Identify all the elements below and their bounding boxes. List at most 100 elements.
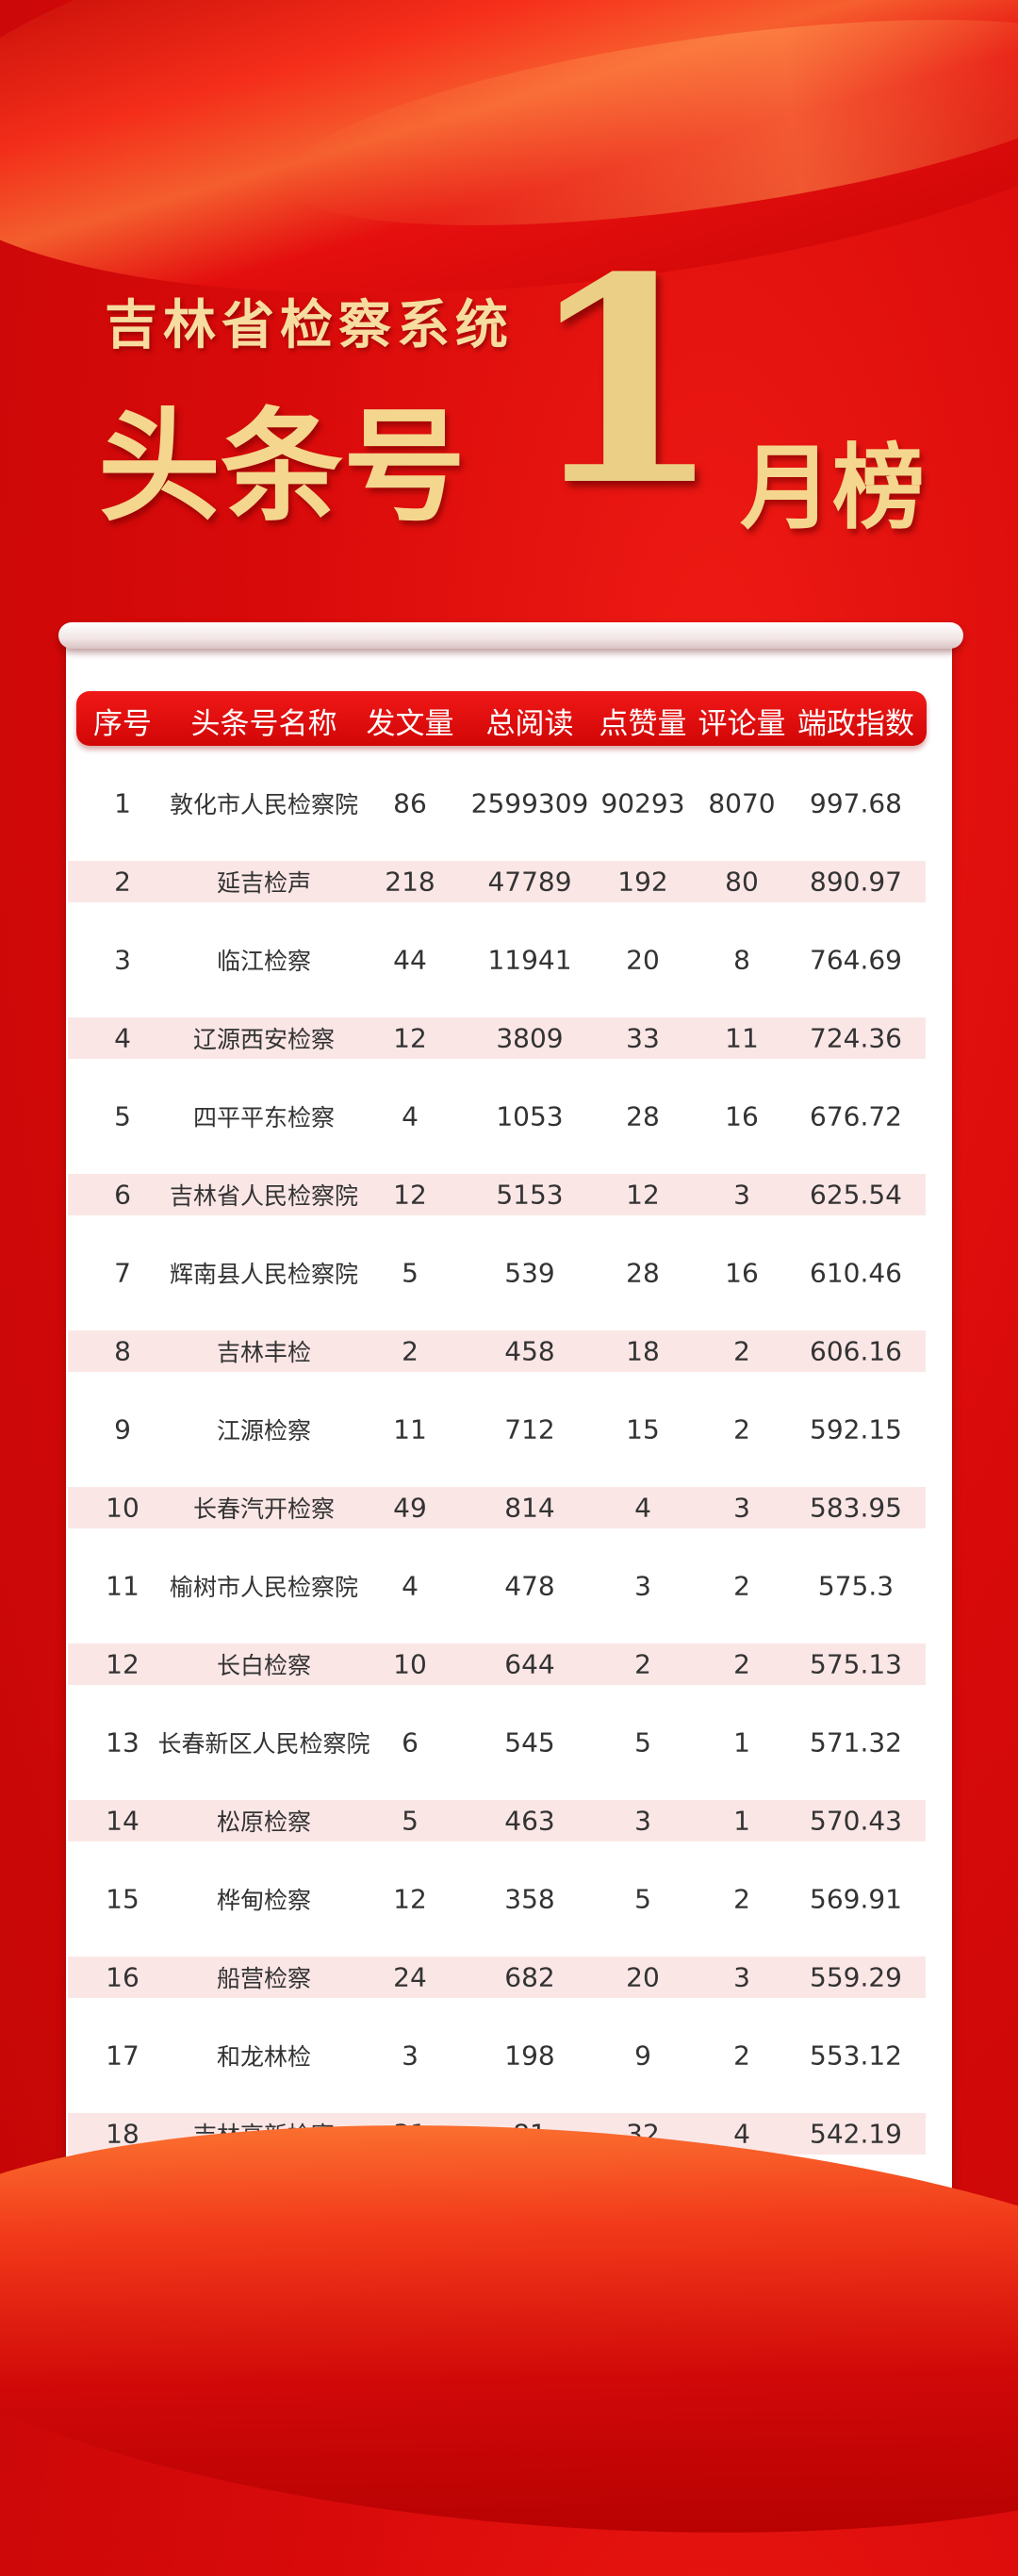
cell-post-count: 218 [385,866,435,898]
cell-likes: 28 [626,1100,660,1132]
cell-account-name: 吉林丰检 [216,1339,312,1366]
cell-post-count: 49 [393,1492,427,1524]
cell-likes: 20 [626,944,660,976]
table-row: 16 船营检察 24 682 20 3 559.29 [68,1957,926,1998]
cell-rank: 9 [114,1413,131,1445]
cell-rank: 8 [114,1335,131,1367]
cell-post-count: 24 [393,1961,427,1993]
cell-likes: 28 [626,1257,660,1289]
cell-index-score: 625.54 [810,1179,902,1211]
cell-comments: 3 [733,1492,750,1524]
cell-comments: 8070 [708,787,776,819]
header-likes: 点赞量 [599,707,687,741]
cell-post-count: 12 [393,1179,427,1211]
cell-comments: 11 [725,1022,759,1054]
cell-rank: 15 [106,1883,140,1915]
cell-likes: 12 [626,1179,660,1211]
cell-rank: 10 [106,1492,140,1524]
cell-rank: 14 [106,1805,140,1837]
cell-rank: 4 [114,1022,131,1054]
cell-comments: 1 [733,1805,750,1837]
cell-total-reads: 814 [504,1492,555,1524]
table-row: 10 长春汽开检察 49 814 4 3 583.95 [68,1487,926,1528]
cell-account-name: 敦化市人民检察院 [169,791,359,818]
header-total-reads: 总阅读 [485,707,574,741]
table-row: 2 延吉检声 218 47789 192 80 890.97 [68,861,926,902]
cell-account-name: 长春新区人民检察院 [157,1730,370,1758]
cell-account-name: 临江检察 [216,948,312,975]
cell-index-score: 606.16 [810,1335,902,1367]
cell-post-count: 12 [393,1883,427,1915]
table-row: 4 辽源西安检察 12 3809 33 11 724.36 [68,1017,926,1059]
cell-index-score: 569.91 [810,1883,902,1915]
cell-index-score: 997.68 [810,787,902,819]
cell-likes: 3 [634,1570,651,1602]
cell-total-reads: 3809 [496,1022,564,1054]
cell-likes: 5 [634,1883,651,1915]
cell-total-reads: 358 [504,1883,555,1915]
cell-comments: 2 [733,2039,750,2072]
cell-account-name: 辉南县人民检察院 [169,1261,359,1288]
cell-total-reads: 5153 [496,1179,564,1211]
cell-likes: 192 [617,866,668,898]
header-rank: 序号 [93,707,152,741]
cell-likes: 18 [626,1335,660,1367]
cell-likes: 3 [634,1805,651,1837]
cell-comments: 3 [733,1961,750,1993]
scroll-rod [58,622,963,649]
cell-account-name: 桦甸检察 [216,1887,312,1914]
cell-account-name: 辽源西安检察 [192,1026,336,1053]
cell-likes: 5 [634,1726,651,1759]
cell-total-reads: 198 [504,2039,555,2072]
cell-comments: 4 [733,2118,750,2150]
cell-post-count: 6 [402,1726,419,1759]
header-index-score: 端政指数 [797,707,914,741]
header-comments: 评论量 [698,707,786,741]
cell-likes: 4 [634,1492,651,1524]
table-row: 12 长白检察 10 644 2 2 575.13 [68,1643,926,1685]
table-row: 3 临江检察 44 11941 20 8 764.69 [68,902,926,1017]
cell-rank: 11 [106,1570,140,1602]
cell-post-count: 44 [393,944,427,976]
cell-comments: 1 [733,1726,750,1759]
cell-index-score: 553.12 [810,2039,902,2072]
table-row: 8 吉林丰检 2 458 18 2 606.16 [68,1330,926,1372]
cell-index-score: 764.69 [810,944,902,976]
cell-total-reads: 682 [504,1961,555,1993]
cell-index-score: 890.97 [810,866,902,898]
cell-total-reads: 545 [504,1726,555,1759]
cell-index-score: 592.15 [810,1413,902,1445]
cell-likes: 15 [626,1413,660,1445]
cell-total-reads: 712 [504,1413,555,1445]
table-header: 序号 头条号名称 发文量 总阅读 点赞量 评论量 端政指数 [76,691,927,746]
cell-post-count: 2 [402,1335,419,1367]
cell-post-count: 5 [402,1257,419,1289]
cell-index-score: 575.13 [810,1648,902,1680]
cell-post-count: 12 [393,1022,427,1054]
cell-total-reads: 2599309 [470,787,589,819]
table-row: 1 敦化市人民检察院 86 2599309 90293 8070 997.68 [68,746,926,861]
cell-comments: 8 [733,944,750,976]
title-suffix: 月榜 [740,435,926,542]
cell-account-name: 延吉检声 [216,869,312,897]
cell-post-count: 11 [393,1413,427,1445]
cell-rank: 6 [114,1179,131,1211]
cell-total-reads: 478 [504,1570,555,1602]
cell-total-reads: 1053 [496,1100,564,1132]
cell-account-name: 船营检察 [216,1965,312,1992]
title-subtitle: 吉林省检察系统 [105,295,514,356]
cell-rank: 17 [106,2039,140,2072]
cell-account-name: 榆树市人民检察院 [169,1574,359,1601]
title-month-number: 1 [526,215,723,548]
cell-index-score: 559.29 [810,1961,902,1993]
cell-post-count: 4 [402,1570,419,1602]
cell-rank: 12 [106,1648,140,1680]
cell-account-name: 长白检察 [216,1652,312,1679]
cell-comments: 2 [733,1570,750,1602]
cell-account-name: 长春汽开检察 [192,1495,336,1523]
cell-account-name: 松原检察 [216,1808,312,1836]
table-row: 5 四平平东检察 4 1053 28 16 676.72 [68,1059,926,1174]
cell-rank: 5 [114,1100,131,1132]
cell-likes: 90293 [600,787,685,819]
cell-comments: 80 [725,866,759,898]
